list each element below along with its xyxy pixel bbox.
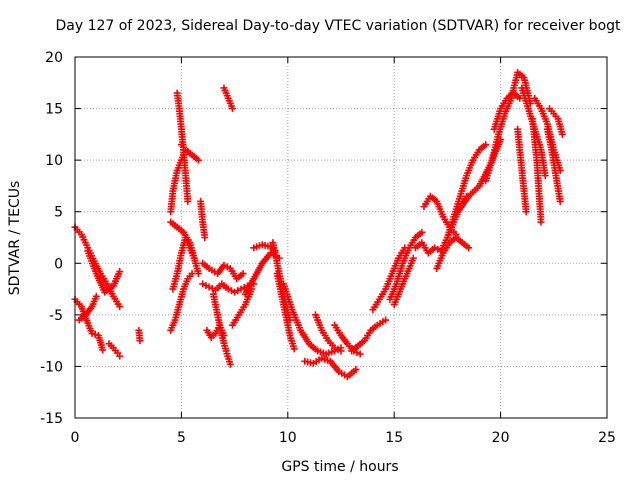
x-axis-label: GPS time / hours bbox=[281, 459, 398, 475]
x-tick-label: 0 bbox=[71, 430, 80, 446]
data-point bbox=[537, 218, 545, 226]
grid bbox=[75, 57, 607, 418]
data-point bbox=[201, 234, 209, 241]
data-point bbox=[239, 270, 247, 278]
data-point bbox=[290, 345, 298, 353]
y-tick-label: 5 bbox=[54, 205, 63, 221]
data-point bbox=[356, 350, 364, 358]
data-point bbox=[409, 254, 417, 262]
data-point bbox=[88, 329, 96, 337]
data-point bbox=[228, 105, 236, 113]
y-tick-label: -10 bbox=[40, 359, 63, 375]
y-tick-label: 10 bbox=[45, 153, 63, 169]
data-point bbox=[556, 197, 564, 205]
data-point bbox=[558, 130, 566, 138]
y-axis-label: SDTVAR / TECUs bbox=[7, 181, 23, 296]
y-tick-label: -5 bbox=[49, 308, 63, 324]
data-point bbox=[116, 268, 124, 276]
y-tick-label: -15 bbox=[40, 411, 63, 427]
x-tick-label: 20 bbox=[492, 430, 510, 446]
y-tick-label: 15 bbox=[45, 102, 63, 118]
data-point bbox=[352, 366, 360, 374]
data-point bbox=[92, 292, 100, 300]
data-point bbox=[382, 316, 390, 324]
x-tick-label: 10 bbox=[279, 430, 297, 446]
data-point bbox=[194, 156, 202, 164]
x-tick-label: 25 bbox=[598, 430, 616, 446]
data-point bbox=[541, 172, 549, 180]
data-point bbox=[188, 270, 196, 278]
y-tick-label: 20 bbox=[45, 50, 63, 66]
x-tick-label: 5 bbox=[177, 430, 186, 446]
plot-frame bbox=[74, 56, 608, 419]
data-point bbox=[190, 254, 198, 262]
data-point bbox=[337, 347, 345, 355]
data-point bbox=[184, 197, 192, 205]
axis-ticks: 0 5 10 15 20 25 -15 -10 -5 0 5 10 15 20 bbox=[40, 50, 616, 446]
data-point bbox=[522, 208, 530, 216]
data-point bbox=[194, 270, 202, 278]
data-point bbox=[116, 352, 124, 360]
data-point bbox=[226, 360, 234, 368]
data-point bbox=[465, 244, 473, 252]
data-point bbox=[116, 303, 124, 311]
chart-title: Day 127 of 2023, Sidereal Day-to-day VTE… bbox=[55, 18, 621, 34]
x-tick-label: 15 bbox=[385, 430, 403, 446]
data-point bbox=[418, 228, 426, 236]
data-point bbox=[136, 337, 144, 345]
data-point-interp bbox=[91, 330, 99, 338]
data-point bbox=[99, 346, 107, 354]
y-tick-label: 0 bbox=[54, 256, 63, 272]
data-point bbox=[482, 141, 490, 149]
data-points bbox=[71, 68, 566, 381]
